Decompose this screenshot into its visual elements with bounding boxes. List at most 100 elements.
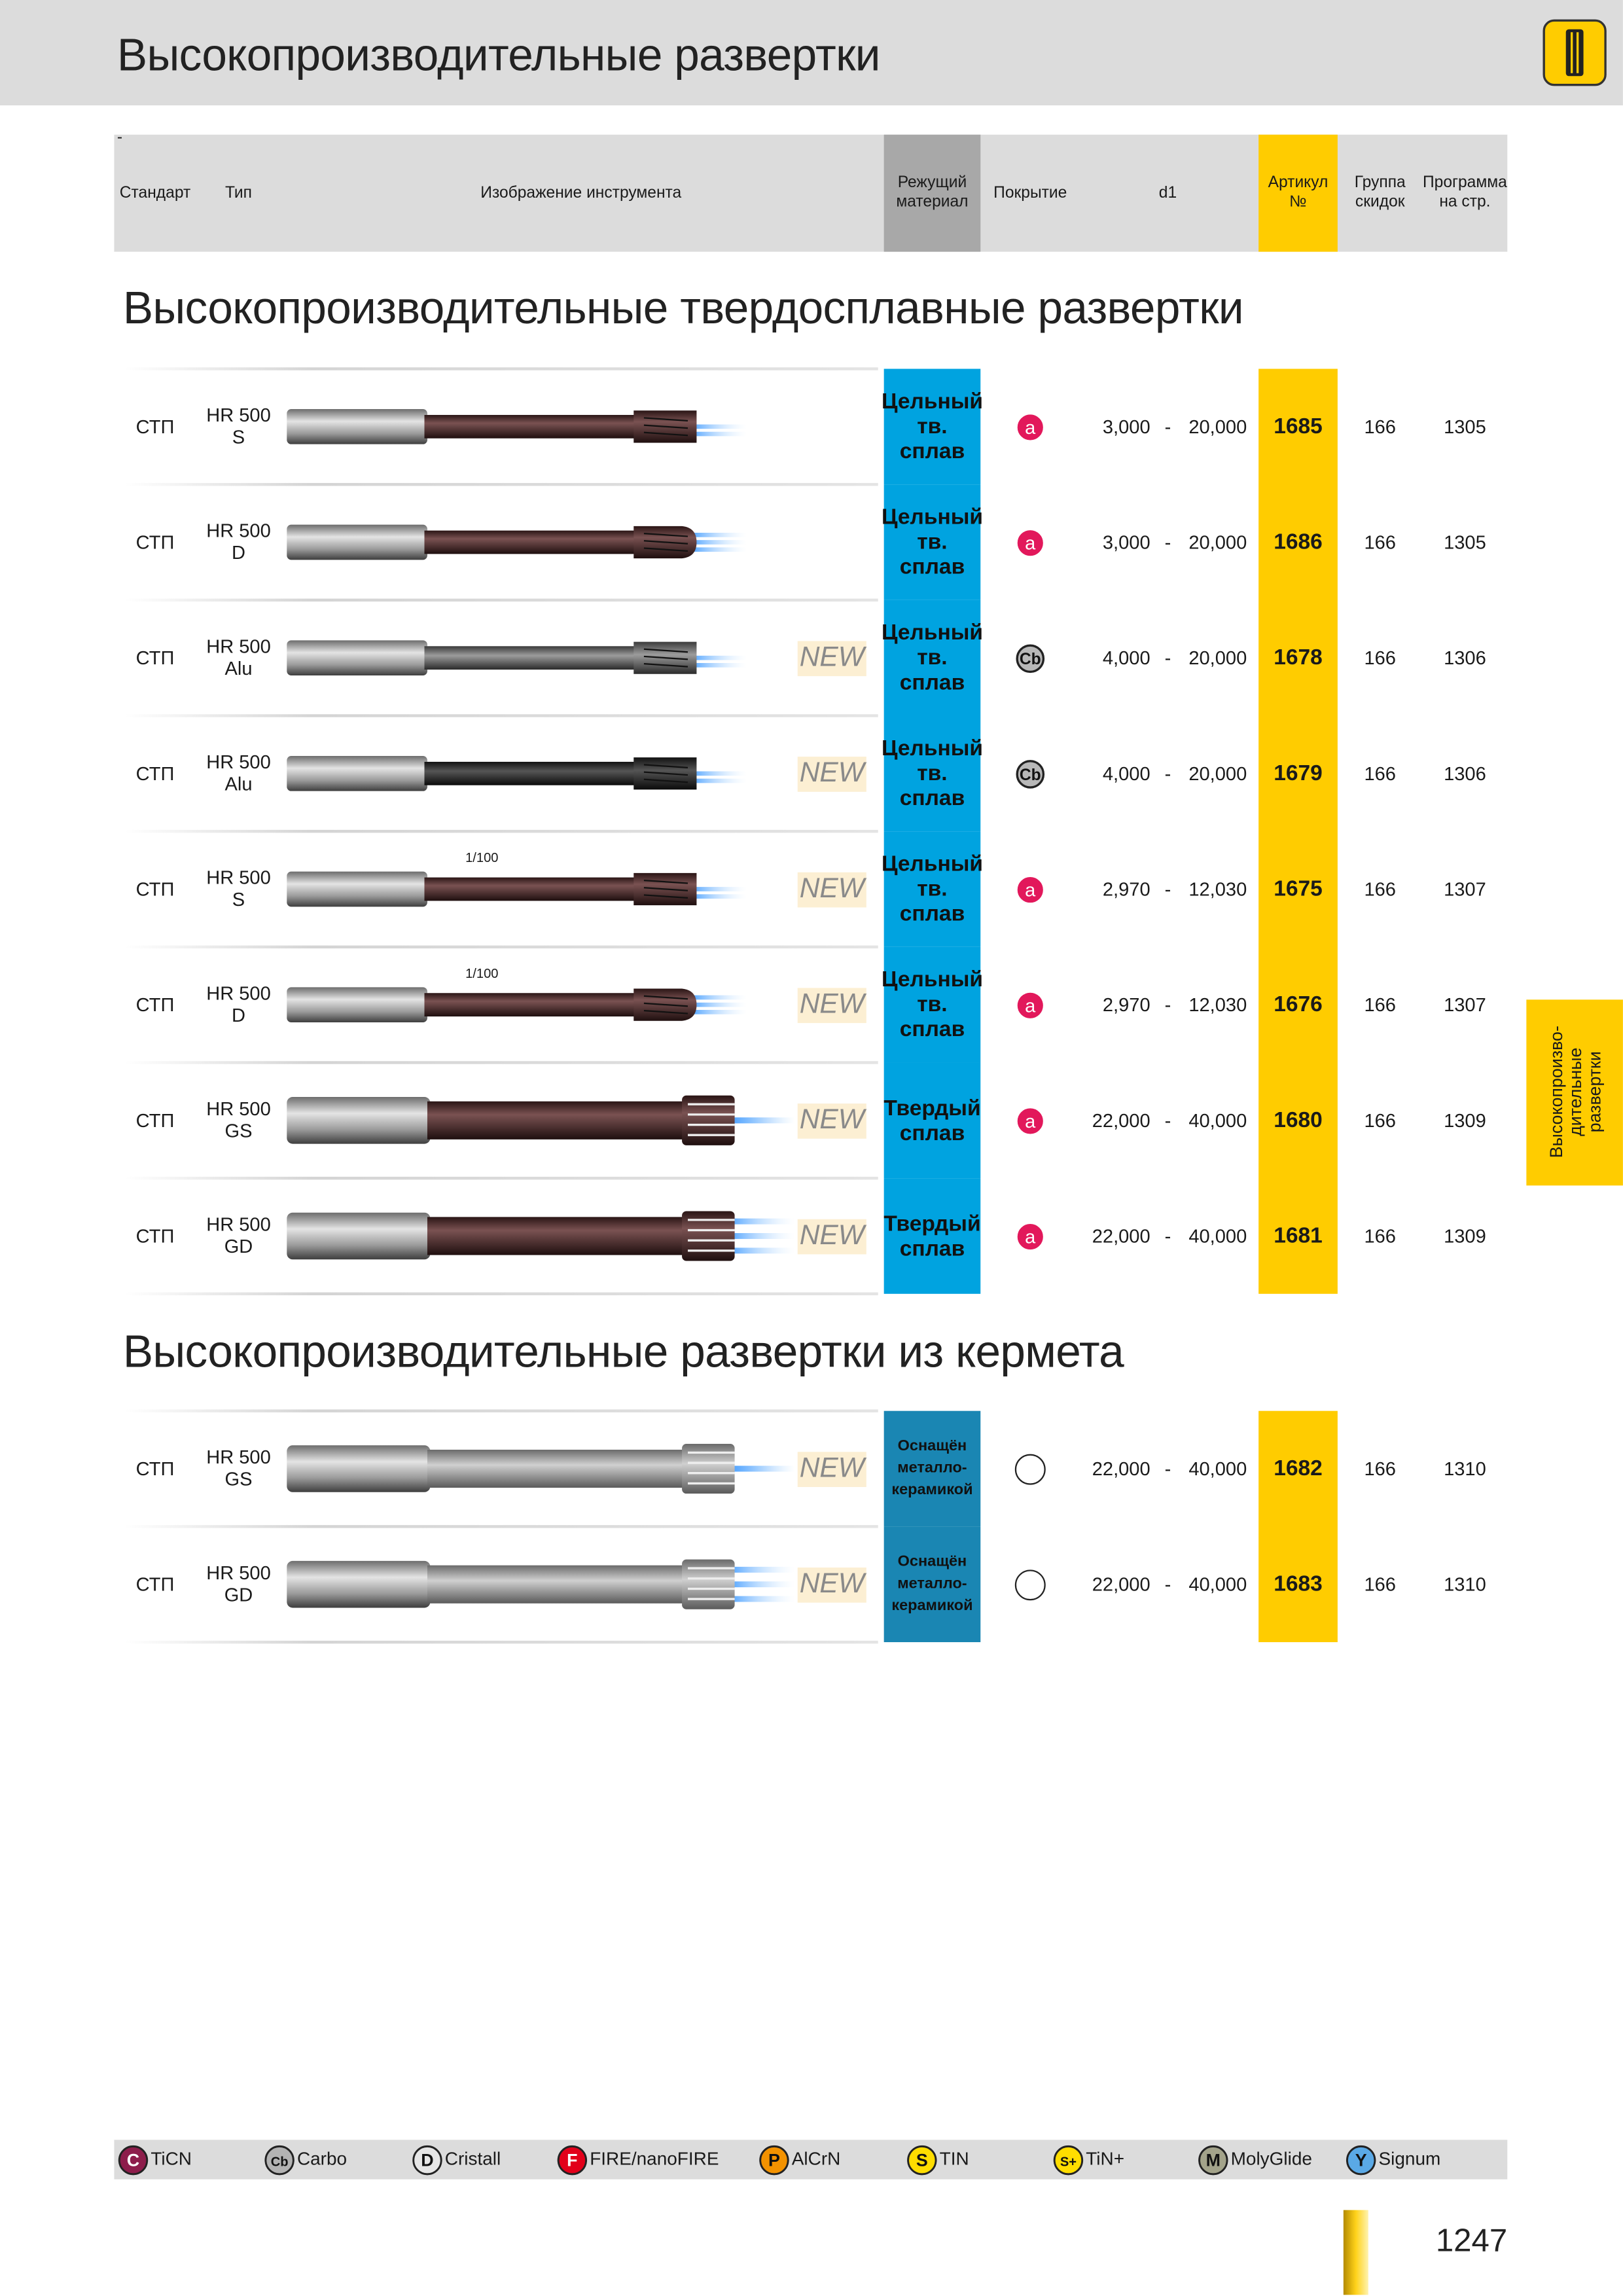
shank bbox=[287, 755, 427, 791]
icon-letter: a bbox=[1025, 880, 1036, 901]
article: 1681 bbox=[1274, 1223, 1323, 1248]
new-badge: NEW bbox=[797, 987, 866, 1022]
row-separator bbox=[124, 482, 878, 486]
coolant-jet bbox=[728, 1566, 795, 1573]
catalog-page-ref: 1306 bbox=[1444, 646, 1486, 668]
tool-image bbox=[287, 640, 747, 676]
type-variant: GS bbox=[224, 1119, 253, 1141]
icon-letter: a bbox=[1025, 417, 1036, 438]
d1-min: 22,000 bbox=[1092, 1224, 1150, 1247]
tool-body bbox=[424, 761, 637, 785]
discount-group: 166 bbox=[1364, 1108, 1396, 1131]
new-badge: NEW bbox=[797, 1566, 866, 1602]
coating-icon: a bbox=[1015, 411, 1046, 442]
d1-dash: - bbox=[1164, 530, 1171, 553]
coating-icon: a bbox=[1015, 874, 1046, 905]
standard: СТП bbox=[135, 530, 175, 553]
header-band bbox=[0, 0, 1623, 106]
material: Твердый сплав bbox=[883, 1178, 981, 1294]
tool-image bbox=[287, 1559, 795, 1609]
row-separator bbox=[124, 367, 878, 370]
catalog-page-ref: 1310 bbox=[1444, 1457, 1486, 1479]
legend-circle bbox=[1198, 2145, 1228, 2176]
material: Оснащён металло-керамикой bbox=[883, 1410, 981, 1527]
coating-icon: Cb bbox=[1016, 643, 1045, 672]
shank bbox=[287, 1560, 431, 1608]
flute bbox=[643, 879, 688, 884]
discount-group: 166 bbox=[1364, 414, 1396, 437]
standard: СТП bbox=[135, 1108, 175, 1131]
d1-min: 3,000 bbox=[1102, 530, 1150, 553]
article-header-cell bbox=[1258, 134, 1338, 252]
catalog-page-ref: 1305 bbox=[1444, 530, 1486, 553]
legend-icon: Y bbox=[1346, 2145, 1376, 2176]
icon-letter: a bbox=[1025, 1227, 1036, 1247]
legend-label: TiCN bbox=[151, 2148, 192, 2170]
coolant-jet bbox=[728, 1581, 795, 1588]
catalog-page-ref: 1309 bbox=[1444, 1224, 1486, 1247]
coolant-jet bbox=[728, 1232, 795, 1239]
flute bbox=[643, 424, 688, 429]
legend-label: MolyGlide bbox=[1230, 2148, 1312, 2170]
flute bbox=[643, 655, 688, 660]
article: 1682 bbox=[1274, 1455, 1323, 1480]
catalog-page-ref: 1306 bbox=[1444, 761, 1486, 784]
flute bbox=[643, 887, 688, 891]
d1-max: 20,000 bbox=[1188, 414, 1247, 437]
legend-label: TiN+ bbox=[1086, 2148, 1125, 2170]
flute bbox=[643, 1002, 688, 1007]
standard: СТП bbox=[135, 414, 175, 437]
d1-max: 40,000 bbox=[1188, 1572, 1247, 1595]
new-badge: NEW bbox=[797, 1102, 866, 1138]
shank bbox=[287, 871, 427, 907]
legend-label: AlCrN bbox=[791, 2148, 841, 2170]
row-separator bbox=[124, 945, 878, 949]
type-variant: D bbox=[231, 1003, 245, 1026]
icon-letter: M bbox=[1206, 2151, 1221, 2170]
coating-circle bbox=[1015, 990, 1046, 1020]
coolant-jet bbox=[690, 547, 747, 552]
tool-body bbox=[424, 530, 637, 554]
coolant-jet bbox=[690, 887, 747, 891]
tool-body bbox=[427, 1101, 685, 1139]
icon-letter: Cb bbox=[271, 2155, 289, 2170]
row-separator bbox=[124, 1409, 878, 1412]
tool-body bbox=[424, 877, 637, 901]
coating-circle bbox=[1015, 1221, 1046, 1251]
icon-letter: F bbox=[567, 2151, 577, 2170]
d1-max: 40,000 bbox=[1188, 1224, 1247, 1247]
type-variant: GD bbox=[224, 1583, 253, 1605]
discount-group: 166 bbox=[1364, 1572, 1396, 1595]
article: 1679 bbox=[1274, 760, 1323, 785]
article: 1685 bbox=[1274, 413, 1323, 439]
flute bbox=[643, 778, 688, 783]
legend-label: Cristall bbox=[444, 2148, 501, 2170]
icon-letter: S+ bbox=[1060, 2155, 1077, 2170]
tool-image bbox=[287, 755, 747, 791]
column-header: Стандарт bbox=[119, 183, 191, 202]
cutting-head bbox=[682, 1559, 735, 1609]
d1-max: 20,000 bbox=[1188, 530, 1247, 553]
coating-icon bbox=[1014, 1453, 1046, 1484]
coating-circle bbox=[1014, 1453, 1046, 1484]
material: Цельный тв. сплав bbox=[882, 946, 983, 1063]
legend-icon: Cb bbox=[264, 2145, 294, 2176]
icon-letter: a bbox=[1025, 533, 1036, 554]
coolant-jet bbox=[728, 1218, 795, 1225]
d1-min: 3,000 bbox=[1102, 414, 1150, 437]
tool-image bbox=[287, 409, 747, 444]
coolant-jet bbox=[690, 655, 747, 660]
tool-body bbox=[424, 993, 637, 1017]
coolant-jet bbox=[690, 771, 747, 776]
material: Цельный тв. сплав bbox=[882, 831, 983, 947]
flute bbox=[643, 417, 688, 422]
discount-group: 166 bbox=[1364, 877, 1396, 900]
new-badge: NEW bbox=[797, 640, 866, 676]
coating-circle bbox=[1016, 643, 1045, 672]
coolant-jet bbox=[690, 778, 747, 783]
column-header: Группа скидок bbox=[1354, 174, 1406, 211]
legend-circle bbox=[759, 2145, 789, 2176]
standard: СТП bbox=[135, 1224, 175, 1247]
page-title: Высокопроизводительные развертки bbox=[116, 29, 881, 81]
